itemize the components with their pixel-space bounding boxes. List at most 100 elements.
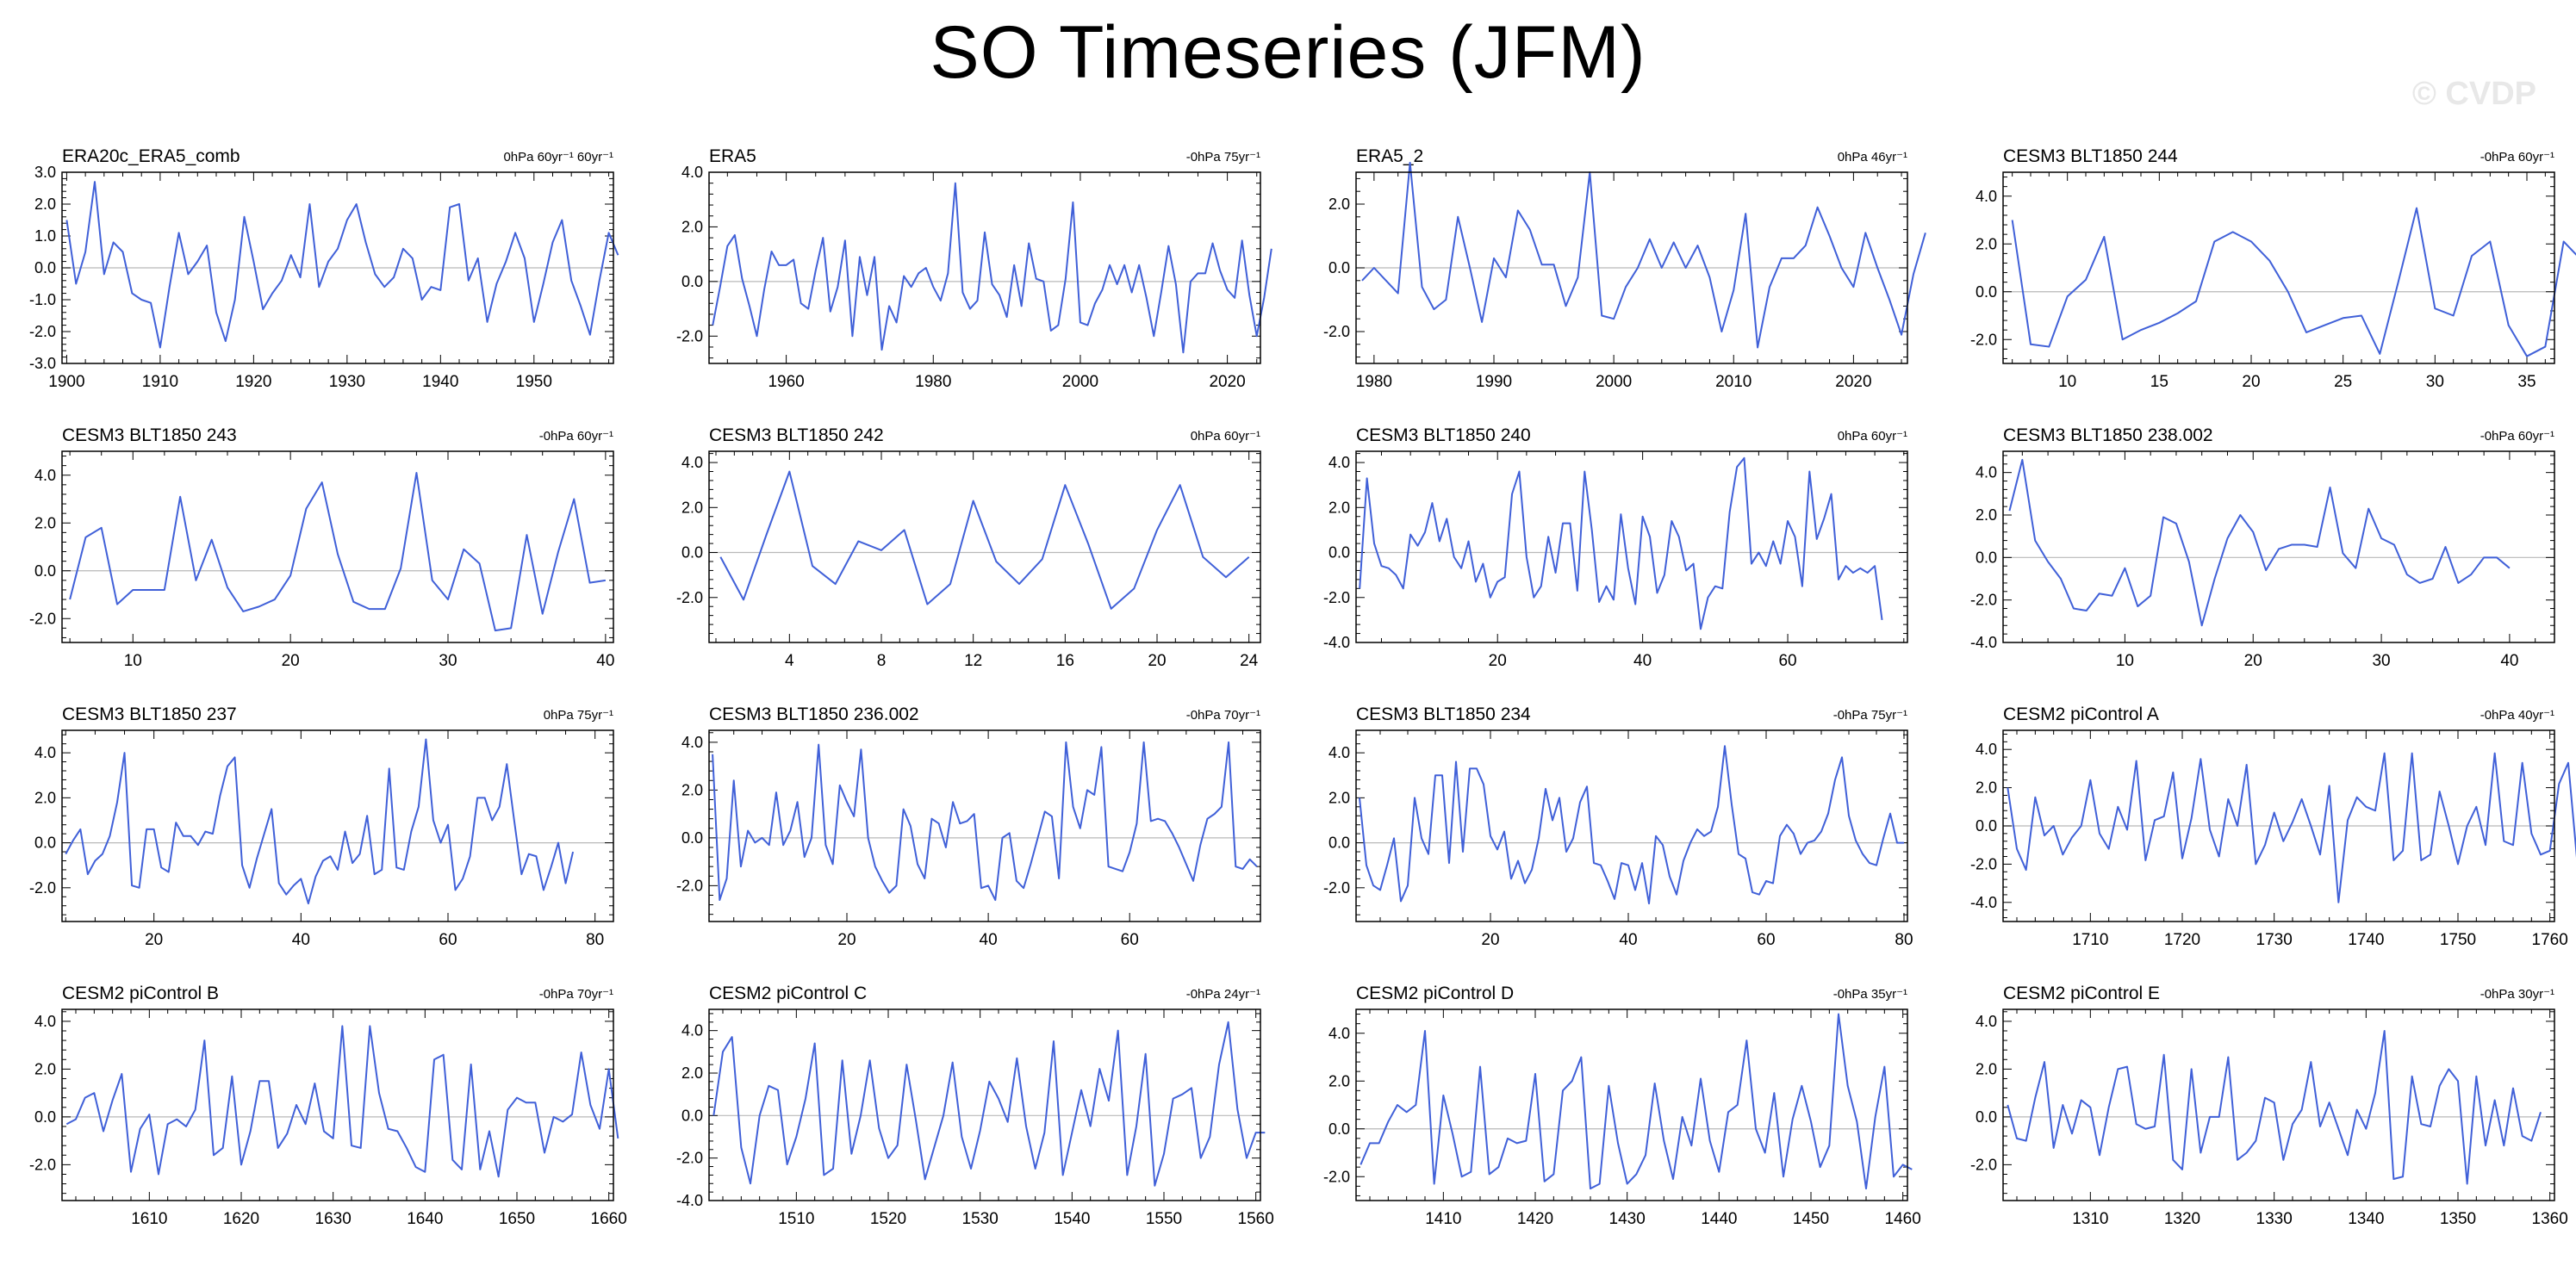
x-tick-label: 10 <box>2116 652 2134 670</box>
series-line <box>65 181 619 349</box>
y-tick-label: 0.0 <box>1328 1120 1350 1138</box>
series-line <box>2008 458 2511 627</box>
y-tick-label: -2.0 <box>29 610 56 627</box>
x-tick-label: 20 <box>1489 652 1507 670</box>
x-tick-label: 2020 <box>1835 373 1871 391</box>
y-tick-label: -2.0 <box>676 589 703 606</box>
x-tick-label: 1720 <box>2164 931 2200 949</box>
x-tick-label: 1540 <box>1054 1210 1090 1228</box>
x-tick-label: 20 <box>1148 652 1166 670</box>
y-tick-label: 4.0 <box>34 1013 56 1030</box>
x-tick-label: 20 <box>2244 652 2262 670</box>
panel-title: CESM2 piControl A <box>2003 704 2159 724</box>
y-tick-label: 3.0 <box>34 164 56 181</box>
chart-panel: CESM3 BLT1850 236.002 -0hPa 70yr⁻¹ 20 40 60 -… <box>676 704 1261 949</box>
x-tick-label: 30 <box>439 652 457 670</box>
series-line <box>712 741 1258 902</box>
panel-annotation: -0hPa 70yr⁻¹ <box>1186 708 1260 723</box>
x-tick-label: 1730 <box>2256 931 2293 949</box>
series-line <box>1359 745 1904 905</box>
y-tick-label: 0.0 <box>34 835 56 852</box>
y-tick-label: 4.0 <box>1976 741 1997 758</box>
x-tick-label: 1740 <box>2348 931 2384 949</box>
x-tick-label: 1900 <box>48 373 84 391</box>
y-tick-label: 0.0 <box>1328 835 1350 852</box>
y-tick-label: 2.0 <box>34 195 56 213</box>
y-tick-label: 4.0 <box>681 1022 703 1039</box>
plot-frame <box>1355 1008 1908 1201</box>
chart-panel: CESM3 BLT1850 234 -0hPa 75yr⁻¹ 20 40 60 80 -2.… <box>1323 704 1913 949</box>
chart-panel: CESM2 piControl A -0hPa 40yr⁻¹ 1710 1720 173… <box>1970 704 2576 949</box>
y-tick-label: 2.0 <box>681 499 703 516</box>
y-tick-label: 0.0 <box>34 562 56 580</box>
y-tick-label: 0.0 <box>34 1108 56 1126</box>
x-tick-label: 60 <box>1778 652 1796 670</box>
y-tick-label: -2.0 <box>1970 331 1997 348</box>
series-line <box>2007 752 2576 903</box>
x-tick-label: 8 <box>877 652 887 670</box>
panel-title: CESM3 BLT1850 243 <box>62 425 237 445</box>
y-tick-label: 2.0 <box>1976 779 1997 797</box>
y-tick-label: 4.0 <box>681 454 703 471</box>
plot-frame <box>708 450 1261 643</box>
y-tick-label: 0.0 <box>681 273 703 290</box>
plot-frame <box>61 450 614 643</box>
y-tick-label: -2.0 <box>1970 1156 1997 1173</box>
chart-panel: ERA5 -0hPa 75yr⁻¹ 1960 1980 2000 2020 -2.0 0.0 2… <box>676 146 1272 391</box>
x-tick-label: 2000 <box>1062 373 1098 391</box>
chart-panel: CESM2 piControl E -0hPa 30yr⁻¹ 1310 1320 133… <box>1970 984 2568 1228</box>
x-tick-label: 1940 <box>422 373 458 391</box>
panel-annotation: 0hPa 60yr⁻¹ <box>1191 429 1260 444</box>
plot-frame <box>1355 450 1908 643</box>
panel-title: CESM2 piControl B <box>62 984 219 1003</box>
y-tick-label: 0.0 <box>681 1107 703 1124</box>
x-tick-label: 1350 <box>2440 1210 2476 1228</box>
x-tick-label: 1950 <box>516 373 552 391</box>
series-line <box>65 738 575 905</box>
x-tick-label: 1320 <box>2164 1210 2200 1228</box>
x-tick-label: 1550 <box>1146 1210 1182 1228</box>
x-tick-label: 40 <box>596 652 614 670</box>
x-tick-label: 1420 <box>1517 1210 1553 1228</box>
panel-annotation: -0hPa 35yr⁻¹ <box>1833 987 1907 1002</box>
y-tick-label: 4.0 <box>681 164 703 181</box>
panel-title: CESM3 BLT1850 236.002 <box>709 704 919 724</box>
x-tick-label: 1440 <box>1701 1210 1737 1228</box>
series-line <box>1361 161 1926 349</box>
y-tick-label: 0.0 <box>1328 544 1350 562</box>
plot-frame <box>61 1008 614 1201</box>
panel-annotation: 0hPa 75yr⁻¹ <box>544 708 613 723</box>
panel-annotation: -0hPa 75yr⁻¹ <box>1833 708 1907 723</box>
x-tick-label: 1450 <box>1793 1210 1829 1228</box>
y-tick-label: 0.0 <box>34 259 56 276</box>
x-tick-label: 1710 <box>2072 931 2108 949</box>
y-tick-label: -2.0 <box>676 877 703 894</box>
x-tick-label: 1360 <box>2532 1210 2568 1228</box>
x-tick-label: 35 <box>2517 373 2536 391</box>
panel-annotation: 0hPa 46yr⁻¹ <box>1838 150 1907 164</box>
chart-panel: CESM3 BLT1850 242 0hPa 60yr⁻¹ 4 8 12 16 20 24 -2… <box>676 425 1261 670</box>
panel-annotation: -0hPa 60yr⁻¹ <box>539 429 613 444</box>
series-line <box>2007 1029 2542 1185</box>
panel-title: CESM3 BLT1850 234 <box>1356 704 1531 724</box>
chart-panel: CESM2 piControl D -0hPa 35yr⁻¹ 1410 1420 143… <box>1323 984 1921 1228</box>
panel-title: CESM3 BLT1850 242 <box>709 425 884 445</box>
y-tick-label: 4.0 <box>1328 454 1350 471</box>
chart-panel: CESM3 BLT1850 243 -0hPa 60yr⁻¹ 10 20 30 40 -2.… <box>29 425 614 670</box>
x-tick-label: 1560 <box>1238 1210 1274 1228</box>
series-line <box>1359 456 1883 630</box>
panel-title: CESM3 BLT1850 237 <box>62 704 237 724</box>
y-tick-label: 0.0 <box>1976 817 1997 835</box>
x-tick-label: 1960 <box>768 373 804 391</box>
series-line <box>2011 207 2576 357</box>
y-tick-label: -2.0 <box>676 327 703 344</box>
panel-annotation: -0hPa 30yr⁻¹ <box>2480 987 2554 1002</box>
x-tick-label: 40 <box>980 931 998 949</box>
panel-annotation: -0hPa 40yr⁻¹ <box>2480 708 2554 723</box>
x-tick-label: 1750 <box>2440 931 2476 949</box>
y-tick-label: -2.0 <box>676 1150 703 1167</box>
chart-panel: CESM3 BLT1850 244 -0hPa 60yr⁻¹ 10 15 20 25 30 3… <box>1970 146 2576 391</box>
x-tick-label: 1920 <box>235 373 271 391</box>
chart-panel: ERA5_2 0hPa 46yr⁻¹ 1980 1990 2000 2010 2020 -2.… <box>1323 146 1926 391</box>
